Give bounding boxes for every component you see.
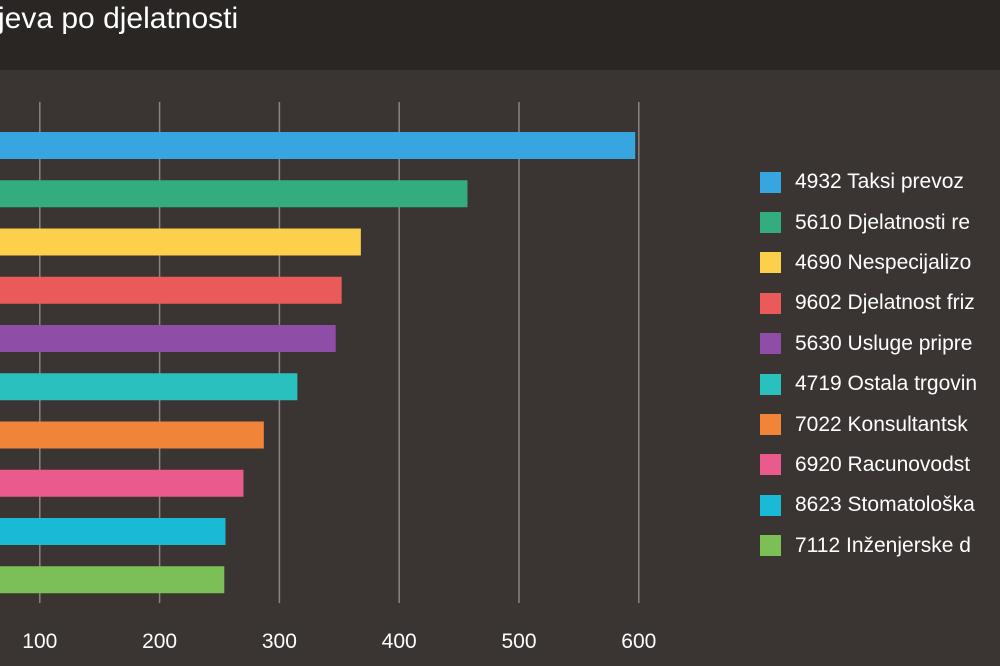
legend-item: 7022 Konsultantsk [760,404,1000,444]
legend-swatch [760,212,781,234]
legend-label: 5630 Usluge pripre [795,331,973,355]
bar-9 [0,518,226,545]
legend-label: 4932 Taksi prevoz [795,170,964,194]
legend-label: 5610 Djelatnosti re [795,210,971,234]
legend-swatch [760,454,781,476]
x-tick-label: 500 [501,630,536,653]
legend-label: 6920 Racunovodst [795,452,971,476]
legend-label: 4719 Ostala trgovin [795,372,978,396]
legend-swatch [760,373,781,395]
legend-item: 5610 Djelatnosti re [760,202,1000,242]
legend-item: 8623 Stomatološka [760,485,1000,525]
legend-swatch [760,292,781,314]
legend-item: 4932 Taksi prevoz [760,162,1000,202]
bar-3 [0,228,361,256]
legend-label: 9602 Djelatnost friz [795,291,975,315]
legend-item: 4719 Ostala trgovin [760,364,1000,404]
legend-item: 4690 Nespecijalizo [760,243,1000,283]
x-tick-label: 600 [621,630,656,653]
legend-swatch [760,333,781,355]
bar-6 [0,373,298,401]
x-tick-label: 200 [142,630,177,653]
chart-legend: 4932 Taksi prevoz 5610 Djelatnosti re 4690… [760,162,1000,566]
legend-item: 5630 Usluge pripre [760,324,1000,364]
x-tick-label: 100 [22,630,57,653]
chart-title: jeva po djelatnosti [0,2,239,35]
x-tick-label: 300 [262,630,297,653]
bar-8 [0,469,244,497]
bar-5 [0,325,336,352]
bar-4 [0,276,342,304]
legend-swatch [760,535,781,557]
legend-item: 9602 Djelatnost friz [760,283,1000,323]
legend-label: 7022 Konsultantsk [795,412,968,436]
legend-label: 4690 Nespecijalizo [795,250,972,274]
x-tick-label: 400 [382,630,417,653]
bar-10 [0,566,225,594]
bar-2 [0,180,468,208]
legend-label: 8623 Stomatološka [795,493,975,517]
bar-7 [0,421,264,449]
legend-label: 7112 Inženjerske d [795,533,971,557]
legend-swatch [760,414,781,436]
legend-swatch [760,494,781,516]
legend-swatch [760,171,781,193]
bar-1 [0,132,636,159]
legend-item: 7112 Inženjerske d [760,526,1000,566]
legend-swatch [760,252,781,274]
legend-item: 6920 Racunovodst [760,445,1000,485]
title-bar: jeva po djelatnosti [0,0,1000,70]
